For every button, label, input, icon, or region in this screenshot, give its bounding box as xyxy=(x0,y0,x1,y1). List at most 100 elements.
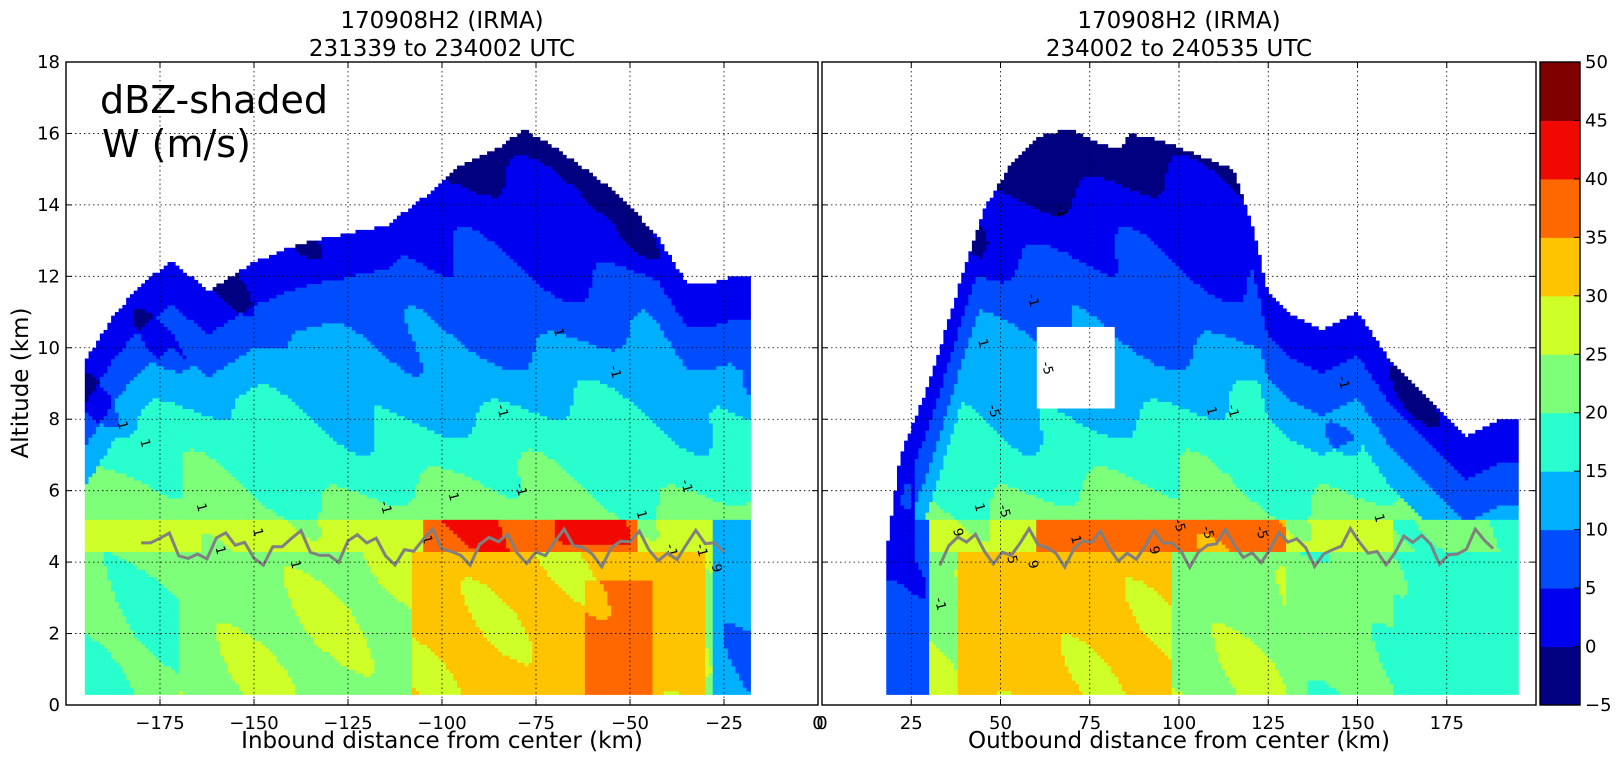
dbz-cell-L-382 xyxy=(231,362,236,410)
dbz-cell-R-474 xyxy=(1107,469,1112,520)
dbz-cell-L-1282 xyxy=(592,576,597,581)
dbz-cell-R-1023 xyxy=(1321,519,1326,552)
dbz-cell-R-950 xyxy=(1289,358,1294,402)
dbz-cell-L-338 xyxy=(216,537,221,624)
dbz-cell-L-311 xyxy=(201,372,206,417)
dbz-cell-L-62 xyxy=(107,447,112,470)
dbz-cell-R-635 xyxy=(1164,254,1169,370)
dbz-cell-L-760 xyxy=(389,362,394,413)
dbz-cell-L-500 xyxy=(284,669,289,695)
dbz-cell-L-1006 xyxy=(487,151,492,195)
dbz-cell-L-1078 xyxy=(513,154,518,263)
dbz-cell-L-1229 xyxy=(573,479,578,520)
dbz-cell-R-824 xyxy=(1236,340,1241,381)
dbz-cell-R-389 xyxy=(1075,187,1080,260)
dbz-cell-R-1007 xyxy=(1314,451,1319,488)
dbz-cell-R-349 xyxy=(1064,665,1069,695)
dbz-cell-L-724 xyxy=(370,451,375,499)
dbz-cell-R-473 xyxy=(1107,519,1112,552)
dbz-cell-L-879 xyxy=(442,437,447,470)
dbz-cell-R-1060 xyxy=(1336,551,1341,692)
dbz-cell-R-1153 xyxy=(1375,504,1380,520)
y-tick-label: 0 xyxy=(49,695,60,716)
dbz-cell-R-1397 xyxy=(1514,519,1519,695)
dbz-cell-L-163 xyxy=(144,647,150,695)
dbz-cell-R-1309 xyxy=(1446,504,1451,520)
dbz-cell-R-129 xyxy=(964,262,969,306)
dbz-cell-L-1231 xyxy=(573,337,578,388)
dbz-cell-R-53 xyxy=(932,551,937,645)
dbz-cell-L-1636 xyxy=(746,419,751,502)
dbz-cell-L-1471 xyxy=(663,294,669,338)
dbz-cell-R-873 xyxy=(1257,383,1262,506)
dbz-cell-R-616 xyxy=(1157,194,1162,249)
dbz-cell-L-762 xyxy=(389,222,394,267)
dbz-cell-R-1162 xyxy=(1378,504,1384,520)
dbz-cell-R-1118 xyxy=(1357,315,1362,360)
dbz-cell-R-476 xyxy=(1107,408,1112,438)
dbz-cell-L-854 xyxy=(430,429,436,467)
dbz-cell-L-589 xyxy=(317,647,323,695)
dbz-cell-R-264 xyxy=(1025,494,1030,520)
dbz-cell-R-123 xyxy=(964,551,969,695)
dbz-cell-R-576 xyxy=(1143,194,1148,235)
dbz-cell-R-1095 xyxy=(1346,315,1351,360)
dbz-cell-R-299 xyxy=(1039,408,1044,431)
dbz-cell-L-1281 xyxy=(592,579,597,617)
dbz-cell-R-197 xyxy=(996,483,1002,520)
dbz-cell-L-102 xyxy=(122,558,127,617)
dbz-cell-L-389 xyxy=(235,519,240,552)
dbz-cell-R-700 xyxy=(1193,519,1198,552)
dbz-cell-L-644 xyxy=(336,322,342,445)
dbz-cell-L-217 xyxy=(163,587,169,667)
dbz-cell-R-319 xyxy=(1050,501,1055,520)
dbz-cell-L-246 xyxy=(171,333,176,349)
dbz-cell-L-1039 xyxy=(502,601,507,656)
x-tick-label: 75 xyxy=(1078,713,1101,734)
dbz-cell-R-28 xyxy=(918,597,923,695)
dbz-cell-R-1196 xyxy=(1393,594,1398,695)
dbz-cell-L-54 xyxy=(103,390,108,417)
dbz-cell-R-359 xyxy=(1068,672,1073,695)
dbz-cell-L-1017 xyxy=(494,647,499,695)
dbz-cell-R-1159 xyxy=(1378,622,1384,663)
dbz-cell-L-1271 xyxy=(588,551,593,570)
dbz-cell-R-1096 xyxy=(1350,551,1355,695)
dbz-cell-R-325 xyxy=(1054,519,1059,552)
dbz-cell-L-1320 xyxy=(603,508,609,520)
dbz-cell-L-334 xyxy=(212,290,217,331)
dbz-cell-R-25 xyxy=(914,501,919,520)
dbz-cell-L-530 xyxy=(295,569,300,617)
dbz-cell-R-856 xyxy=(1250,501,1255,520)
dbz-cell-R-1237 xyxy=(1403,376,1409,410)
dbz-cell-R-6 xyxy=(896,583,902,695)
dbz-cell-L-187 xyxy=(152,551,157,577)
dbz-cell-R-699 xyxy=(1193,551,1198,695)
dbz-cell-L-1455 xyxy=(656,258,661,281)
dbz-cell-L-739 xyxy=(378,351,383,406)
dbz-cell-R-186 xyxy=(989,197,994,281)
dbz-cell-R-41 xyxy=(925,512,930,520)
dbz-cell-R-206 xyxy=(1000,483,1005,520)
dbz-cell-L-1289 xyxy=(592,269,597,345)
dbz-cell-R-220 xyxy=(1004,172,1009,195)
dbz-cell-R-137 xyxy=(971,551,977,695)
dbz-cell-L-788 xyxy=(404,372,409,420)
dbz-cell-R-224 xyxy=(1007,487,1012,520)
dbz-cell-L-923 xyxy=(460,594,466,695)
dbz-cell-R-1103 xyxy=(1350,358,1355,402)
dbz-cell-L-1007 xyxy=(490,644,496,695)
dbz-cell-R-777 xyxy=(1221,669,1227,695)
dbz-cell-L-681 xyxy=(351,276,357,331)
dbz-cell-R-1282 xyxy=(1428,426,1434,445)
dbz-cell-L-673 xyxy=(348,233,353,277)
dbz-cell-R-372 xyxy=(1071,519,1077,552)
dbz-cell-L-667 xyxy=(348,551,353,610)
dbz-cell-L-1629 xyxy=(742,387,748,420)
dbz-cell-L-1276 xyxy=(588,344,593,381)
dbz-cell-R-1181 xyxy=(1386,483,1391,506)
dbz-cell-R-523 xyxy=(1125,437,1130,477)
dbz-cell-R-694 xyxy=(1189,412,1194,452)
dbz-cell-R-1257 xyxy=(1414,429,1419,474)
dbz-cell-R-465 xyxy=(1104,465,1109,520)
